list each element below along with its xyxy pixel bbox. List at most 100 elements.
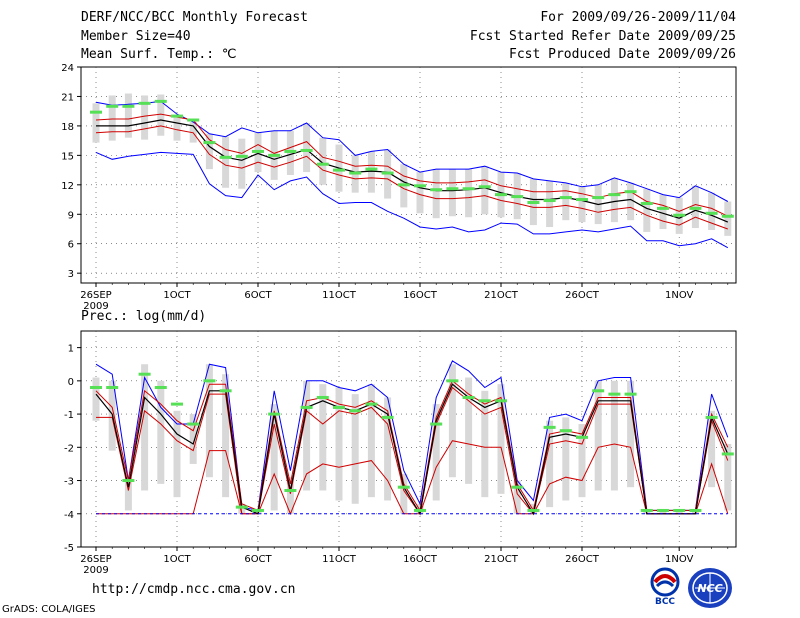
ensemble-marker <box>171 114 183 118</box>
ensemble-marker <box>673 213 686 217</box>
chart-panel-precipitation: -5 -4 -3 -2 -1 0 1 26SEP 1OCT 6OCT 11OCT 16OCT 21OCT… <box>64 330 737 576</box>
ensemble-marker <box>365 402 378 406</box>
y-tick-label: -5 <box>64 543 74 554</box>
x-tick-label: 11OCT <box>322 554 357 565</box>
ensemble-marker <box>721 214 734 218</box>
ensemble-marker <box>721 452 734 456</box>
series-lower-red-line <box>96 440 729 516</box>
ensemble-marker <box>187 118 200 122</box>
ensemble-marker <box>284 489 297 493</box>
x-year-label: 2009 <box>83 565 108 576</box>
member-range-box <box>124 477 132 511</box>
member-range-box <box>481 166 489 215</box>
ensemble-marker <box>122 104 135 108</box>
ncc-logo-text: NCC <box>697 582 722 595</box>
member-range-box <box>578 424 586 498</box>
member-range-box <box>238 138 246 189</box>
ensemble-marker <box>527 508 540 512</box>
ensemble-marker <box>495 193 507 197</box>
ensemble-marker <box>252 149 264 153</box>
ncc-logo-icon: NCC <box>688 568 732 608</box>
ensemble-marker <box>689 206 702 210</box>
ensemble-marker <box>576 435 588 439</box>
y-tick-label: -2 <box>64 443 74 454</box>
member-range-box <box>513 480 521 514</box>
member-range-box <box>286 477 294 514</box>
ensemble-marker <box>333 168 345 172</box>
member-range-box <box>643 188 651 232</box>
ensemble-marker <box>511 195 524 199</box>
ensemble-marker <box>284 149 297 153</box>
member-size-label: Member Size=40 <box>81 29 191 44</box>
member-range-box <box>205 364 213 478</box>
ensemble-marker <box>657 206 669 210</box>
member-range-box <box>384 397 392 501</box>
ensemble-marker <box>592 196 605 200</box>
ensemble-marker <box>106 104 119 108</box>
ensemble-marker <box>592 389 605 393</box>
y-tick-label: -3 <box>64 477 74 488</box>
ensemble-marker <box>381 415 394 419</box>
y-tick-label: 15 <box>61 151 74 162</box>
source-url[interactable]: http://cmdp.ncc.cma.gov.cn <box>92 582 296 597</box>
member-range-box <box>141 364 149 491</box>
ensemble-marker <box>397 183 410 187</box>
ensemble-marker <box>268 412 281 416</box>
ensemble-marker <box>624 392 637 396</box>
x-year-label: 2009 <box>83 301 108 312</box>
member-range-box <box>432 169 440 219</box>
member-range-box <box>659 194 667 229</box>
ensemble-marker <box>657 508 669 512</box>
ensemble-marker <box>624 190 637 194</box>
ensemble-marker <box>106 385 119 389</box>
ensemble-marker <box>640 201 653 205</box>
member-range-box <box>222 136 230 188</box>
member-range-box <box>594 380 602 491</box>
y-tick-label: 3 <box>68 269 74 280</box>
ensemble-marker <box>414 508 426 512</box>
forecast-produced-date: Fcst Produced Date 2009/09/26 <box>509 47 736 62</box>
member-range-box <box>675 510 683 514</box>
x-tick-label: 11OCT <box>322 290 357 301</box>
member-range-box <box>627 380 635 488</box>
x-tick-label: 26OCT <box>565 554 600 565</box>
member-range-box <box>303 380 311 491</box>
member-range-box <box>351 394 359 504</box>
ensemble-marker <box>446 187 459 191</box>
member-range-box <box>335 387 343 501</box>
ensemble-marker <box>90 110 102 114</box>
ensemble-marker <box>138 101 151 105</box>
series-mean-minus-sd-line <box>95 125 728 230</box>
member-range-box <box>108 95 116 141</box>
member-range-box <box>708 410 716 488</box>
y-tick-label: 18 <box>61 122 74 133</box>
bcc-logo-icon: BCC <box>650 567 680 607</box>
ensemble-marker <box>495 399 507 403</box>
ensemble-marker <box>543 199 556 203</box>
ensemble-marker <box>462 395 475 399</box>
ensemble-marker <box>705 415 718 419</box>
ensemble-marker <box>478 185 491 189</box>
series-min-line <box>95 151 729 249</box>
member-range-box <box>189 414 197 464</box>
series-mean-minus-sd-line <box>96 386 729 516</box>
ensemble-marker <box>349 171 362 175</box>
ensemble-marker <box>187 422 200 426</box>
series-max-line <box>95 360 729 511</box>
x-tick-label: 1OCT <box>163 554 191 565</box>
member-range-box <box>367 384 375 498</box>
ensemble-marker <box>90 385 102 389</box>
ensemble-marker <box>154 385 167 389</box>
member-range-box <box>465 169 473 218</box>
y-tick-label: 0 <box>68 377 74 388</box>
series-mean-plus-sd-line <box>95 113 729 217</box>
ensemble-marker <box>219 389 232 393</box>
member-range-box <box>416 172 424 214</box>
series-mean-plus-sd-line <box>95 379 729 512</box>
ensemble-marker <box>689 508 702 512</box>
member-range-box <box>497 384 505 494</box>
member-range-box <box>465 377 473 484</box>
x-tick-label: 26SEP <box>80 290 111 301</box>
series-max-line <box>95 100 729 202</box>
ensemble-marker <box>268 153 281 157</box>
